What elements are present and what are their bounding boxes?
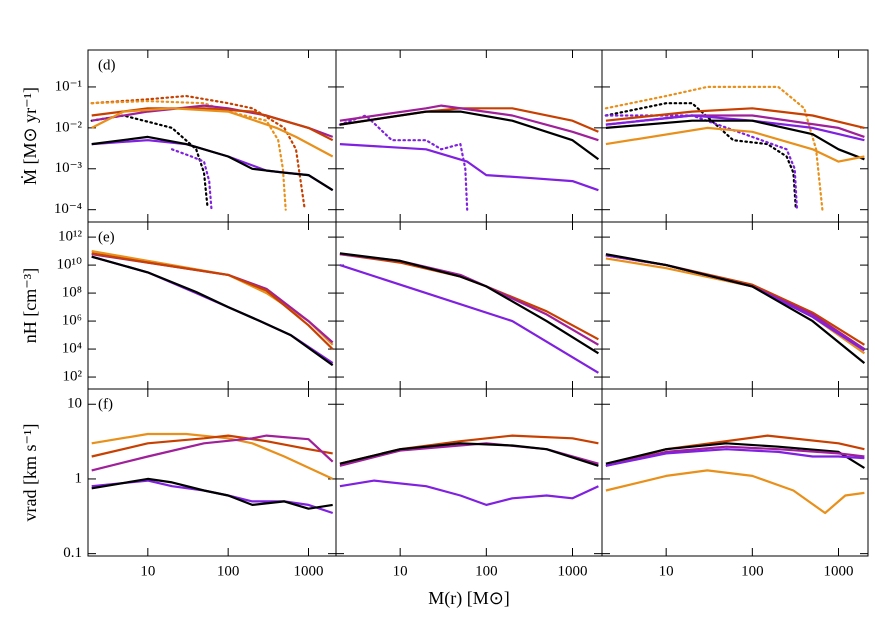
y-tick-label: 10⁶ — [62, 313, 82, 329]
panel-frame — [601, 221, 869, 390]
y-tick-label: 1 — [75, 470, 83, 486]
y-tick-label: 10¹² — [58, 229, 82, 245]
line — [339, 252, 599, 355]
dotted-line — [604, 102, 797, 211]
line — [91, 434, 333, 458]
y-tick-label: 10⁸ — [62, 285, 82, 301]
line — [339, 143, 599, 192]
line — [339, 479, 599, 506]
line — [605, 253, 866, 364]
dotted-line — [338, 114, 469, 211]
x-tick-label: 1000 — [557, 563, 587, 579]
line — [339, 253, 599, 341]
line — [605, 107, 865, 129]
x-tick-label: 100 — [741, 563, 764, 579]
line — [605, 254, 866, 351]
line — [91, 432, 334, 480]
dotted-line — [604, 85, 824, 211]
panel-label: (e) — [98, 229, 115, 245]
dotted-line — [604, 114, 799, 211]
line — [339, 253, 599, 346]
line — [91, 477, 333, 510]
panel-frame — [335, 388, 603, 557]
panel-frame — [335, 221, 603, 390]
x-axis-label: M(r) [M⊙] — [428, 588, 510, 609]
x-tick-label: 100 — [217, 563, 240, 579]
panel-label: (d) — [98, 57, 116, 73]
dotted-line — [90, 94, 306, 211]
y-tick-label: 10¹⁰ — [56, 257, 82, 273]
line — [605, 126, 865, 163]
line — [339, 110, 600, 161]
y-axis-label: Ṁ [M⊙ yr⁻¹] — [20, 87, 40, 185]
panel-frame — [601, 388, 869, 557]
line — [91, 139, 334, 192]
line — [91, 252, 334, 350]
x-tick-label: 10 — [393, 563, 408, 579]
y-tick-label: 10⁻³ — [55, 160, 83, 176]
dotted-line — [90, 114, 209, 207]
line — [605, 469, 865, 515]
x-tick-label: 1000 — [293, 563, 323, 579]
line — [339, 434, 599, 465]
dotted-line — [170, 148, 213, 211]
line — [91, 135, 334, 192]
y-tick-label: 0.1 — [63, 545, 82, 561]
line — [605, 448, 865, 467]
line — [605, 445, 865, 467]
x-tick-label: 10 — [140, 563, 155, 579]
x-tick-label: 10 — [659, 563, 674, 579]
line — [605, 254, 865, 352]
line — [91, 479, 334, 515]
x-tick-label: 1000 — [823, 563, 853, 579]
x-tick-label: 100 — [475, 563, 498, 579]
y-axis-label: vrad [km s⁻¹] — [20, 424, 40, 522]
y-tick-label: 10⁻⁴ — [54, 201, 82, 217]
line — [339, 104, 599, 142]
line — [339, 264, 599, 374]
y-tick-label: 10⁻¹ — [55, 78, 82, 94]
line — [91, 255, 334, 367]
line — [91, 107, 334, 158]
y-tick-label: 10² — [63, 368, 83, 384]
line — [91, 107, 334, 142]
line — [91, 434, 334, 472]
panel-frame — [87, 388, 337, 557]
y-tick-label: 10⁴ — [62, 340, 82, 356]
y-tick-label: 10⁻² — [55, 119, 83, 135]
panel-frame — [601, 49, 869, 223]
line — [339, 442, 599, 467]
line — [605, 257, 866, 355]
y-axis-label: nH [cm⁻³] — [20, 268, 40, 343]
panel-label: (f) — [98, 396, 113, 412]
y-tick-label: 10 — [67, 396, 82, 412]
line — [91, 250, 334, 346]
dotted-line — [90, 100, 287, 211]
panel-frame — [87, 221, 337, 390]
panel-frame — [87, 49, 337, 223]
line — [605, 119, 865, 161]
